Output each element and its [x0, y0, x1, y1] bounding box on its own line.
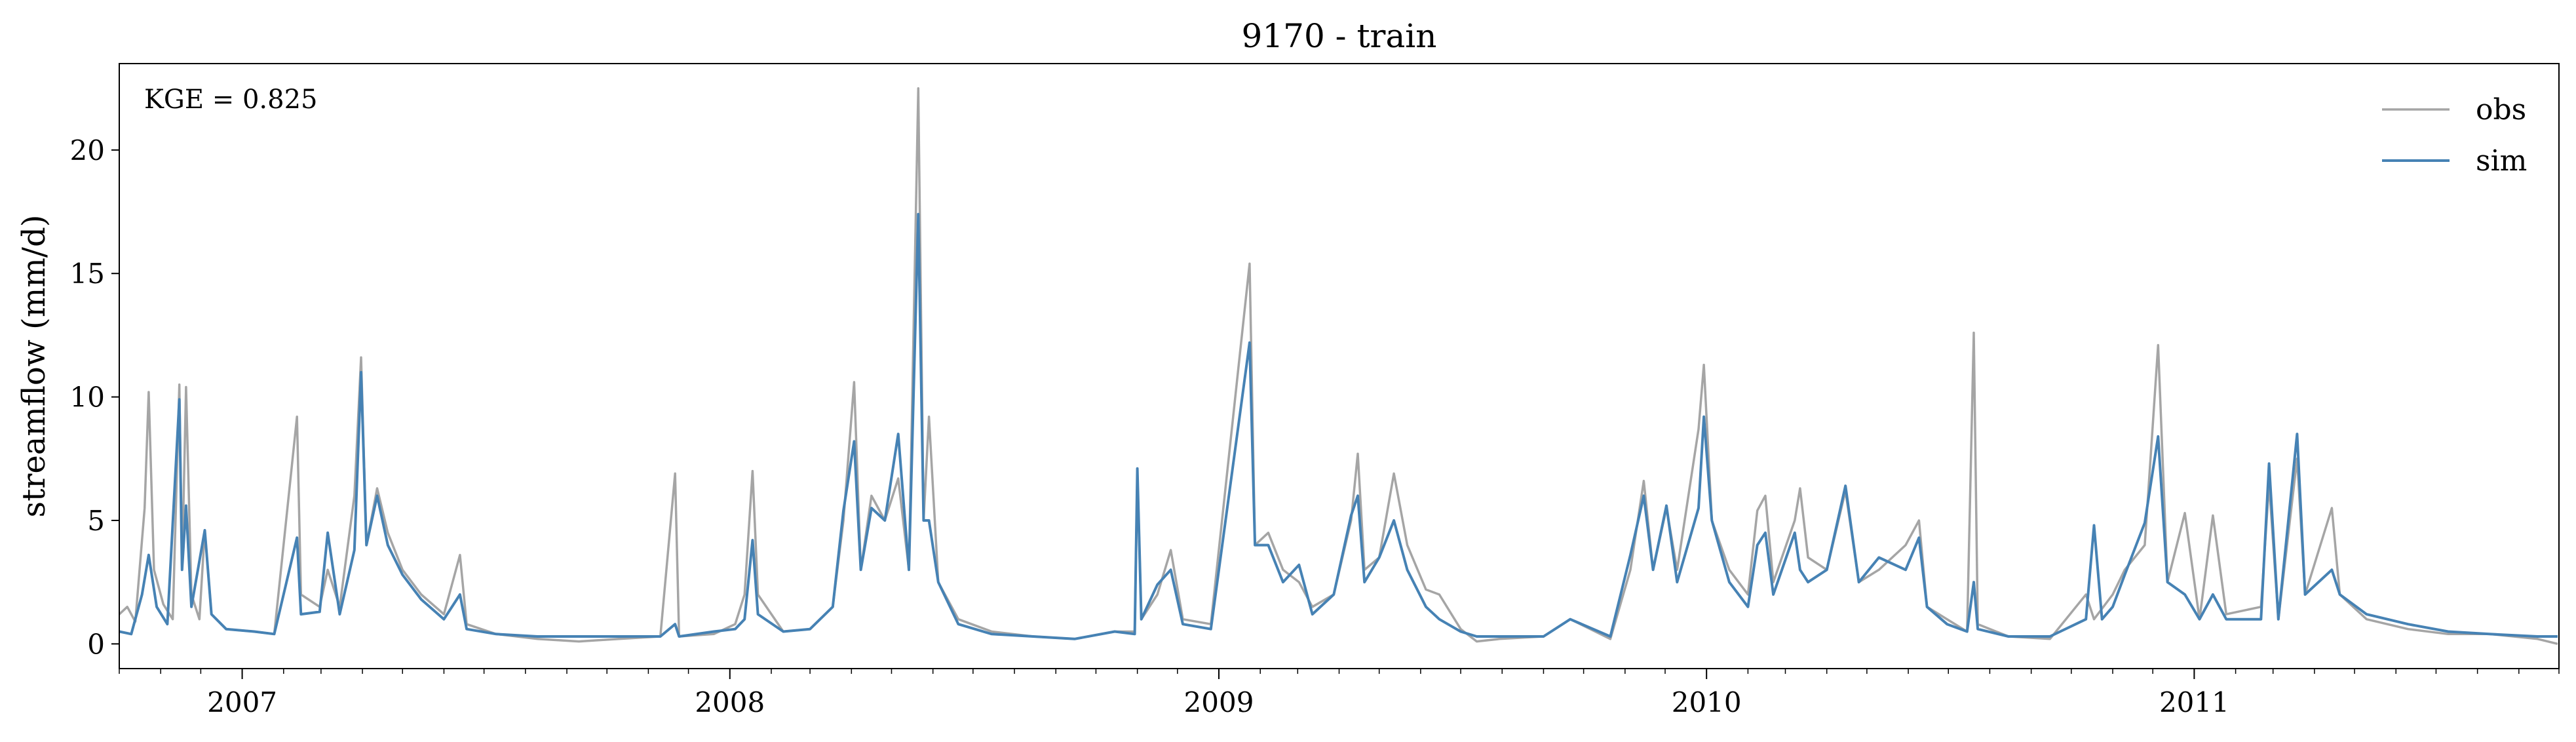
x-axis: 2007 2008 2009 2010 2011 — [119, 669, 2560, 718]
y-tick-label: 20 — [70, 134, 105, 166]
legend-label-sim: sim — [2476, 144, 2527, 178]
series-line-obs — [119, 87, 2558, 645]
y-axis: 0 5 10 15 20 — [70, 134, 119, 660]
legend-label-obs: obs — [2476, 93, 2526, 127]
x-tick-label: 2008 — [695, 686, 765, 718]
kge-annotation: KGE = 0.825 — [144, 85, 318, 115]
series-group — [119, 87, 2558, 645]
series-line-sim — [119, 212, 2558, 640]
x-tick-label: 2011 — [2159, 686, 2229, 718]
y-tick-label: 0 — [87, 628, 105, 660]
legend: obs sim — [2382, 93, 2527, 178]
y-tick-label: 15 — [70, 258, 105, 290]
chart-title: 9170 - train — [1242, 17, 1437, 55]
x-tick-label: 2009 — [1184, 686, 1254, 718]
x-tick-label: 2010 — [1672, 686, 1742, 718]
y-tick-label: 10 — [70, 381, 105, 414]
y-tick-label: 5 — [87, 505, 105, 537]
x-tick-label: 2007 — [207, 686, 277, 718]
plot-area — [119, 63, 2560, 669]
y-axis-label: streamflow (mm/d) — [16, 214, 52, 517]
